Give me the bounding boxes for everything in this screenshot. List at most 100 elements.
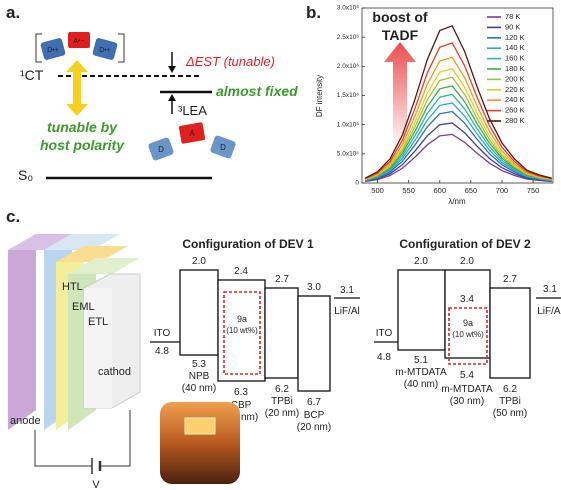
panel-label: b. bbox=[306, 3, 321, 22]
x-tick-label: 650 bbox=[465, 186, 478, 195]
x-tick-label: 500 bbox=[371, 186, 384, 195]
acceptor-label: A bbox=[189, 129, 195, 138]
dev-title: Configuration of DEV 1 bbox=[182, 237, 314, 251]
layer-thickness: (30 nm) bbox=[450, 396, 484, 407]
eml-label: EML bbox=[72, 301, 95, 313]
anode-label: anode bbox=[10, 415, 41, 427]
level-label: 3.1 bbox=[543, 284, 557, 295]
figure: a. D•+ A•− D•+ ¹CT tunable by host polar… bbox=[0, 0, 561, 490]
legend-label: 180 K bbox=[505, 64, 525, 73]
layer-name: m-MTDATA bbox=[395, 367, 447, 378]
layer-name: NPB bbox=[189, 371, 210, 382]
acceptor-label: A•− bbox=[73, 38, 84, 45]
y-tick-label: 2.0x10⁶ bbox=[337, 63, 360, 70]
electrode-label: LiF/Al bbox=[334, 306, 360, 317]
wire bbox=[100, 410, 130, 466]
panel-c: c. HTL EML ETL cathod anode V Configurat… bbox=[6, 207, 561, 490]
device-stack bbox=[8, 234, 140, 430]
level-label: 3.4 bbox=[460, 294, 474, 305]
layer-name: m-MTDATA bbox=[441, 384, 493, 395]
level-label: 3.1 bbox=[340, 285, 354, 296]
molecule-bottom: D A D bbox=[148, 122, 237, 161]
layer-name: TPBi bbox=[499, 396, 521, 407]
y-axis-label: DF intensity bbox=[315, 75, 324, 117]
x-tick-label: 600 bbox=[434, 186, 447, 195]
arrow-head bbox=[168, 94, 176, 101]
layer-name: TPBi bbox=[271, 396, 293, 407]
panel-a: a. D•+ A•− D•+ ¹CT tunable by host polar… bbox=[6, 3, 298, 183]
arrow-head bbox=[168, 66, 176, 73]
level-label: 5.1 bbox=[414, 355, 428, 366]
annotation: TADF bbox=[382, 27, 419, 43]
cathode-label: cathod bbox=[98, 366, 131, 378]
level-label: 2.4 bbox=[234, 266, 248, 277]
donor-label: D•+ bbox=[47, 47, 59, 54]
layer-box bbox=[398, 270, 445, 350]
x-tick-label: 700 bbox=[496, 186, 509, 195]
annotation: boost of bbox=[372, 9, 428, 25]
level-label: 5.4 bbox=[460, 370, 474, 381]
y-tick-label: 3.0x10⁶ bbox=[337, 5, 360, 12]
layer-thickness: (20 nm) bbox=[297, 422, 331, 433]
layer-box bbox=[490, 288, 530, 378]
layer-thickness: (40 nm) bbox=[182, 383, 216, 394]
level-label: 2.0 bbox=[192, 256, 206, 267]
level-label: 4.8 bbox=[377, 352, 391, 363]
dopant-conc: (10 wt%) bbox=[226, 326, 258, 335]
electrode-label: LiF/Al bbox=[537, 306, 561, 317]
level-label: 2.7 bbox=[275, 274, 289, 285]
legend-label: 260 K bbox=[505, 106, 525, 115]
photo-glow bbox=[185, 418, 215, 434]
level-label: 3.0 bbox=[307, 282, 321, 293]
ct-label: ¹CT bbox=[20, 67, 44, 83]
htl-label: HTL bbox=[62, 281, 83, 293]
y-tick-label: 5.0x10⁵ bbox=[337, 151, 360, 158]
donor-label: D bbox=[158, 145, 164, 154]
level-label: 5.3 bbox=[192, 359, 206, 370]
level-label: 6.2 bbox=[275, 384, 289, 395]
bracket bbox=[118, 34, 124, 62]
etl-label: ETL bbox=[88, 316, 108, 328]
legend-label: 160 K bbox=[505, 54, 525, 63]
x-axis-label: λ/nm bbox=[448, 197, 466, 206]
panel-label: c. bbox=[6, 207, 20, 226]
level-label: 4.8 bbox=[155, 346, 169, 357]
level-label: 2.0 bbox=[460, 256, 474, 267]
double-arrow bbox=[66, 60, 88, 116]
level-label: 6.3 bbox=[234, 387, 248, 398]
legend-label: 120 K bbox=[505, 33, 525, 42]
tunable-text: host polarity bbox=[40, 137, 125, 153]
dopant-conc: (10 wt%) bbox=[452, 330, 484, 339]
layer-name: BCP bbox=[304, 410, 325, 421]
x-tick-label: 550 bbox=[402, 186, 415, 195]
layer-thickness: (40 nm) bbox=[404, 379, 438, 390]
level-label: 2.7 bbox=[503, 274, 517, 285]
legend-label: 200 K bbox=[505, 74, 525, 83]
legend-label: 90 K bbox=[505, 22, 520, 31]
s0-label: S₀ bbox=[18, 167, 33, 183]
layer-box bbox=[445, 270, 490, 358]
legend-label: 280 K bbox=[505, 116, 525, 125]
almost-fixed: almost fixed bbox=[216, 83, 298, 99]
molecule-top: D•+ A•− D•+ bbox=[36, 32, 124, 62]
device-photo bbox=[160, 402, 240, 484]
voltage-label: V bbox=[92, 479, 100, 490]
legend-label: 240 K bbox=[505, 95, 525, 104]
y-tick-label: 2.5x10⁶ bbox=[337, 34, 360, 41]
layer-thickness: (50 nm) bbox=[493, 408, 527, 419]
tunable-text: tunable by bbox=[47, 119, 118, 135]
electrode-label: ITO bbox=[376, 328, 393, 339]
dev-title: Configuration of DEV 2 bbox=[399, 237, 531, 251]
delta-est: ΔEST (tunable) bbox=[185, 54, 275, 69]
legend-label: 140 K bbox=[505, 43, 525, 52]
legend-label: 220 K bbox=[505, 85, 525, 94]
level-label: 6.7 bbox=[307, 397, 321, 408]
y-tick-label: 1.5x10⁶ bbox=[337, 92, 360, 99]
layer-box bbox=[265, 288, 298, 378]
panel-b: b. DF intensity λ/nm boost of TADF 05.0x… bbox=[306, 3, 553, 206]
donor-label: D•+ bbox=[99, 47, 111, 54]
bracket bbox=[36, 34, 42, 62]
x-tick-label: 750 bbox=[527, 186, 540, 195]
anode bbox=[8, 234, 36, 430]
layer-box bbox=[298, 296, 330, 391]
